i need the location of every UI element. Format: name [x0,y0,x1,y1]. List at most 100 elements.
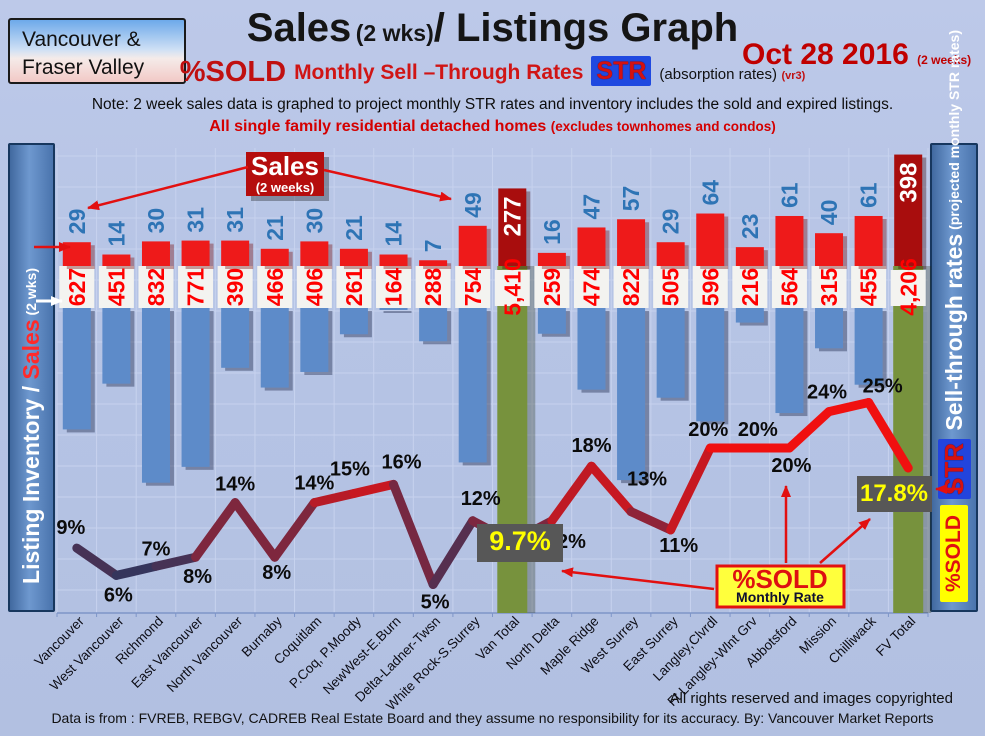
sales-bar-14 [617,219,646,266]
x-label-11: Van Total [473,614,523,664]
sales-bar-18 [775,215,804,266]
sales-bar-17 [735,247,764,266]
sales-bar-16 [696,213,725,266]
inventory-value-20: 455 [856,268,882,307]
sales-bar-6 [300,241,329,266]
sales-value-5: 21 [262,215,288,241]
x-label-19: Mission [796,614,839,657]
inventory-bar-0 [62,308,91,430]
region-badge: Vancouver & Fraser Valley [8,18,186,84]
sales-callout: Sales(2 weeks) [87,151,452,211]
sold-rate-box [715,564,846,609]
inventory-value-15: 505 [658,268,684,307]
inventory-value-16: 596 [697,268,723,306]
sales-value-17: 23 [737,214,763,240]
x-label-15: East Surrey [620,613,681,674]
left-axis-listing-inventory: Listing Inventory / [18,379,44,584]
inventory-bar-4 [221,308,250,368]
report-date: Oct 28 2016 (2 weeks) [742,38,971,72]
sales-value-14: 57 [618,186,644,212]
subnote-main: All single family residential detached h… [209,118,547,135]
x-label-7: P.Coq, P.Moody [286,613,364,691]
report-date-main: Oct 28 2016 [742,38,909,71]
sales-value-19: 40 [816,200,842,226]
fv-total-rate-box [857,476,932,512]
left-axis-2wks: (2 wks) [23,268,39,320]
sales-bar-12 [537,252,566,266]
sales-value-10: 49 [460,192,486,218]
sales-bar-5 [260,248,289,266]
inventory-bar-18 [775,308,804,414]
sold-rate-sub: Monthly Rate [736,589,824,605]
x-label-8: NewWest-E.Burn [320,614,404,698]
sales-bar-3 [181,240,210,266]
percent-label-9: 5% [421,592,450,614]
inventory-bar-16 [696,308,725,422]
inventory-value-1: 451 [103,268,129,307]
sales-value-7: 21 [341,215,367,241]
right-axis-sell-through: Sell-through rates [940,234,967,431]
sales-value-13: 47 [579,194,605,220]
inventory-value-8: 164 [381,268,407,307]
x-label-4: North Vancouver [164,613,246,695]
subtitle-mid: Monthly Sell –Through Rates [294,61,584,84]
subtitle-pct-sold: %SOLD [179,56,287,88]
x-label-18: Abbotsford [743,614,800,671]
sales-bar-9 [419,260,448,266]
inventory-value-6: 406 [301,268,327,306]
sales-bar-0 [62,242,91,266]
right-axis-projected: (projected monthly STR rates) [945,30,962,235]
data-source-line: Data is from : FVREB, REBGV, CADREB Real… [51,710,934,726]
report-date-paren: (2 weeks) [917,53,972,67]
str-badge: STR [937,438,971,499]
fv-total-rate-value: 17.8% [860,480,928,507]
sales-bar-20 [854,215,883,266]
percent-label-10: 12% [461,488,501,510]
sales-value-15: 29 [658,209,684,235]
sales-bar-2 [141,241,170,266]
sales-value-4: 31 [222,207,248,233]
page-title: Sales (2 wks)/ Listings Graph [0,6,985,51]
percent-label-6: 14% [294,473,334,495]
percent-label-3: 8% [183,566,212,588]
inventory-value-0: 627 [64,268,90,306]
left-axis-sales: Sales [18,319,44,380]
sales-callout-sub: (2 weeks) [256,180,315,195]
sales-bar-19 [815,233,844,266]
sales-value-20: 61 [856,182,882,208]
percent-label-1: 6% [104,584,133,606]
inventory-bar-12 [537,308,566,334]
percent-label-4: 14% [215,474,255,496]
inventory-bar-2 [141,308,170,483]
inventory-bar-10 [458,308,487,463]
sales-bar-15 [656,242,685,266]
percent-label-13: 18% [571,435,611,457]
inventory-value-10: 754 [460,268,486,307]
sales-bar-7 [339,248,368,266]
inventory-bar-19 [815,308,844,349]
inventory-bar-7 [339,308,368,335]
inventory-value-9: 288 [420,268,446,307]
x-label-3: East Vancouver [128,613,206,691]
subtitle-version: (vr3) [781,70,806,82]
inventory-value-19: 315 [816,268,842,307]
inventory-value-14: 822 [618,268,644,306]
right-axis-label-bar: %SOLD STR Sell-through rates (projected … [930,30,978,612]
sales-bar-13 [577,227,606,266]
percent-label-14: 13% [627,469,667,491]
inventory-bar-5 [260,308,289,388]
inventory-value-7: 261 [341,268,367,307]
inventory-bar-6 [300,308,329,372]
sales-value-0: 29 [64,209,90,235]
subnote-paren: (excludes townhomes and condos) [550,119,776,134]
inventory-bar-8 [379,308,408,310]
subnote-line: All single family residential detached h… [0,118,985,136]
inventory-bar-17 [735,308,764,323]
van-total-rate-box [477,524,563,562]
subtitle-absorption: (absorption rates) [659,66,777,83]
x-label-2: Richmond [113,614,167,668]
sales-value-21: 398 [896,163,923,203]
sales-value-1: 14 [103,221,129,247]
percent-labels: 9%6%7%8%14%8%14%15% 16%5%12%12%18%13%11%2… [56,376,903,614]
inventory-value-21: 4,206 [895,258,921,316]
